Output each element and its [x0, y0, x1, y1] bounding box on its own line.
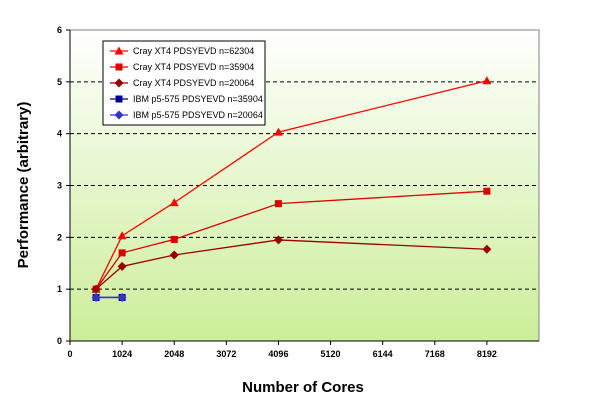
legend-entry: IBM p5-575 PDSYEVD n=20064	[110, 110, 263, 120]
legend: Cray XT4 PDSYEVD n=62304 Cray XT4 PDSYEVD…	[102, 40, 266, 126]
legend-label: IBM p5-575 PDSYEVD n=35904	[133, 94, 263, 104]
data-point	[273, 127, 283, 136]
legend-label: IBM p5-575 PDSYEVD n=20064	[133, 110, 263, 120]
series-3	[91, 235, 492, 294]
data-point	[273, 235, 283, 245]
legend-entry: Cray XT4 PDSYEVD n=35904	[110, 62, 254, 72]
legend-marker	[114, 110, 124, 120]
legend-marker	[114, 78, 124, 88]
data-point	[91, 284, 101, 294]
legend-entry: Cray XT4 PDSYEVD n=62304	[110, 46, 254, 56]
x-tick-label: 4096	[268, 349, 288, 359]
x-tick-label: 0	[67, 349, 72, 359]
data-point	[117, 231, 127, 240]
y-axis-title: Performance (arbitrary)	[15, 102, 32, 269]
legend-marker	[115, 95, 123, 103]
y-tick-label: 1	[57, 284, 62, 294]
legend-entry: IBM p5-575 PDSYEVD n=35904	[110, 94, 263, 104]
legend-box	[102, 40, 266, 126]
data-point	[169, 198, 179, 207]
y-tick-label: 2	[57, 232, 62, 242]
axes	[66, 29, 539, 345]
data-point	[170, 235, 178, 243]
data-point	[483, 187, 491, 195]
data-point	[482, 244, 492, 254]
series	[91, 76, 492, 302]
x-tick-label: 7168	[425, 349, 445, 359]
data-point	[117, 292, 127, 302]
x-tick-label: 2048	[164, 349, 184, 359]
legend-marker	[114, 46, 124, 55]
y-tick-label: 4	[57, 129, 62, 139]
data-point	[482, 76, 492, 85]
data-point	[117, 261, 127, 271]
data-point	[91, 292, 101, 302]
series-5	[91, 292, 127, 302]
x-tick-label: 8192	[477, 349, 497, 359]
x-tick-label: 6144	[373, 349, 393, 359]
legend-marker	[115, 63, 123, 71]
data-point	[274, 200, 282, 208]
x-tick-label: 3072	[216, 349, 236, 359]
x-tick-label: 1024	[112, 349, 132, 359]
y-tick-label: 5	[57, 77, 62, 87]
legend-entry: Cray XT4 PDSYEVD n=20064	[110, 78, 254, 88]
legend-label: Cray XT4 PDSYEVD n=35904	[133, 62, 254, 72]
y-tick-label: 6	[57, 25, 62, 35]
y-tick-label: 3	[57, 181, 62, 191]
x-tick-label: 5120	[321, 349, 341, 359]
data-point	[169, 250, 179, 260]
data-point	[118, 249, 126, 257]
legend-label: Cray XT4 PDSYEVD n=62304	[133, 46, 254, 56]
legend-label: Cray XT4 PDSYEVD n=20064	[133, 78, 254, 88]
y-tick-label: 0	[57, 336, 62, 346]
tick-labels: 0 1 2 3 4 5 6 0 1024 2048 3072 4096 5120 6144 7168 8192	[57, 25, 497, 359]
x-axis-title: Number of Cores	[242, 379, 364, 396]
